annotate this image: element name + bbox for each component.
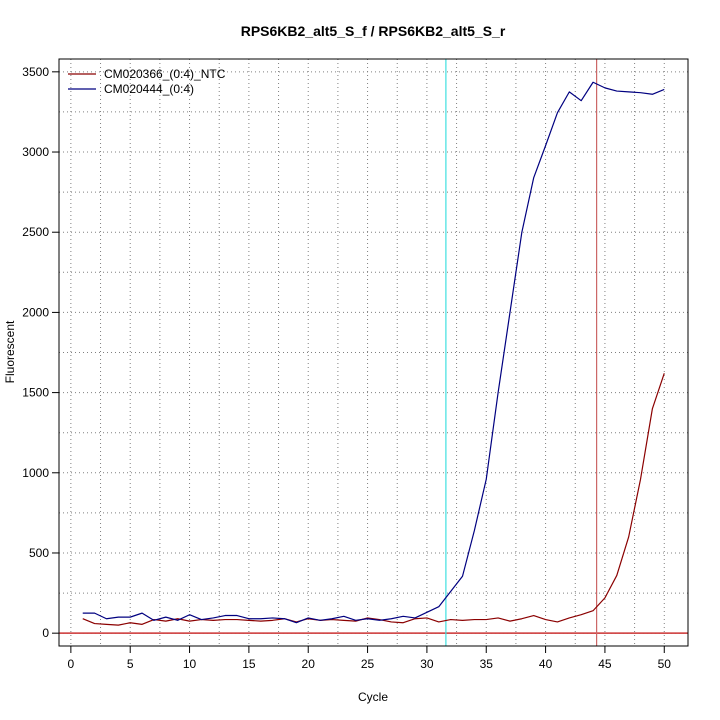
x-tick-label: 0 [68,657,75,671]
y-tick-label: 0 [42,626,49,640]
legend-label: CM020366_(0:4)_NTC [104,67,226,81]
y-tick-label: 1500 [22,386,49,400]
x-tick-label: 20 [302,657,316,671]
x-tick-label: 50 [658,657,672,671]
y-tick-label: 2000 [22,305,49,319]
plot-frame [58,58,689,647]
y-axis-title: Fluorescent [3,320,17,383]
x-axis-title: Cycle [358,690,388,704]
chart-title: RPS6KB2_alt5_S_f / RPS6KB2_alt5_S_r [241,23,506,39]
y-tick-label: 1000 [22,466,49,480]
y-axis: 0 500 1000 1500 2000 2500 3000 3500 [22,65,59,640]
grid [59,59,688,646]
x-tick-label: 30 [420,657,434,671]
y-tick-label: 2500 [22,225,49,239]
x-tick-label: 45 [598,657,612,671]
reference-lines [59,59,688,646]
x-tick-label: 40 [539,657,553,671]
legend-label: CM020444_(0:4) [104,82,194,96]
y-tick-label: 3500 [22,65,49,79]
x-tick-label: 35 [480,657,494,671]
x-tick-label: 15 [242,657,256,671]
series-group [82,81,665,626]
x-tick-label: 25 [361,657,375,671]
y-tick-label: 500 [29,546,49,560]
y-tick-label: 3000 [22,145,49,159]
x-axis: 0 5 10 15 20 25 30 35 40 45 50 [68,646,672,671]
series-line-2 [82,81,665,624]
x-tick-label: 10 [183,657,197,671]
x-tick-label: 5 [127,657,134,671]
